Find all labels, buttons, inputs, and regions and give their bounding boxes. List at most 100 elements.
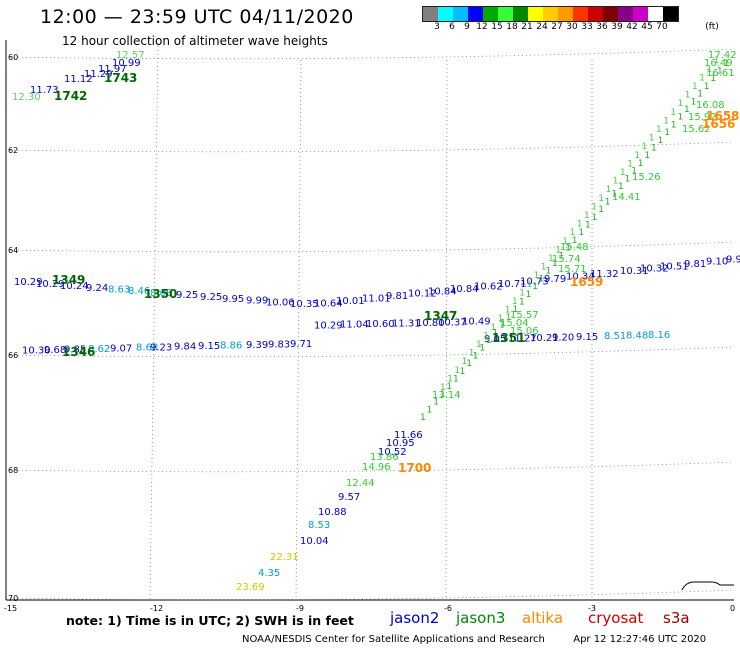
pass-time-label: 1743 bbox=[104, 71, 137, 85]
scale-label: 39 bbox=[611, 22, 623, 32]
diagonal-track-mark: 1 bbox=[479, 344, 485, 354]
diagonal-track-mark: 1 bbox=[613, 177, 619, 187]
wave-height-value: 8.86 bbox=[220, 341, 242, 352]
diagonal-track-mark: 1 bbox=[649, 134, 655, 144]
scale-swatch bbox=[588, 7, 603, 21]
latitude-line bbox=[5, 589, 735, 601]
wave-height-value: 10.34 bbox=[566, 272, 595, 283]
scale-swatch bbox=[543, 7, 558, 21]
scale-swatch bbox=[453, 7, 468, 21]
wave-height-value: 10.95 bbox=[386, 438, 415, 449]
longitude-line bbox=[445, 59, 448, 601]
diagonal-track-mark: 1 bbox=[532, 282, 538, 292]
wave-height-value: 9.81 bbox=[386, 291, 408, 302]
wave-height-value: 9.57 bbox=[338, 492, 360, 503]
diagonal-track-mark: 1 bbox=[519, 298, 525, 308]
wave-height-value: 11.66 bbox=[394, 430, 423, 441]
coastline bbox=[681, 581, 734, 591]
scale-unit: (ft) bbox=[705, 22, 719, 32]
scale-label: 12 bbox=[476, 22, 488, 32]
wave-height-value: 9.10 bbox=[706, 257, 728, 268]
diagonal-track-mark: 1 bbox=[490, 323, 496, 333]
units-note: note: 1) Time is in UTC; 2) SWH is in fe… bbox=[66, 613, 354, 628]
lat-tick-label: 68 bbox=[8, 466, 18, 475]
wave-height-value: 9.20 bbox=[552, 332, 574, 343]
latitude-line bbox=[5, 241, 735, 253]
wave-height-value: 9.9 bbox=[726, 254, 740, 265]
diagonal-track-mark: 1 bbox=[506, 313, 512, 323]
diagonal-track-mark: 1 bbox=[684, 105, 690, 115]
wave-height-value: 9.68 bbox=[44, 345, 66, 356]
lon-tick-label: -12 bbox=[150, 604, 163, 613]
diagonal-track-mark: 1 bbox=[724, 59, 730, 69]
diagonal-track-mark: 1 bbox=[512, 297, 518, 307]
wave-height-value: 9.07 bbox=[110, 343, 132, 354]
diagonal-track-mark: 1 bbox=[699, 73, 705, 83]
diagonal-track-mark: 1 bbox=[572, 236, 578, 246]
diagonal-track-mark: 1 bbox=[440, 390, 446, 400]
diagonal-track-mark: 1 bbox=[706, 65, 712, 75]
wave-height-value: 10.29 bbox=[14, 277, 43, 288]
wave-height-value: 15.92 bbox=[688, 112, 717, 123]
diagonal-track-mark: 1 bbox=[493, 328, 499, 338]
diagonal-track-mark: 1 bbox=[627, 159, 633, 169]
map-title: 12:00 — 23:59 UTC 04/11/2020 bbox=[40, 6, 354, 28]
wave-height-value: 10.73 bbox=[520, 276, 549, 287]
diagonal-track-mark: 1 bbox=[534, 271, 540, 281]
wave-height-value: 8.68 bbox=[150, 288, 172, 299]
lon-tick-label: -9 bbox=[296, 604, 304, 613]
diagonal-track-mark: 1 bbox=[460, 367, 466, 377]
wave-height-value: 11.01 bbox=[362, 293, 391, 304]
wave-height-value: 9.25 bbox=[200, 292, 222, 303]
lon-tick-label: -6 bbox=[444, 604, 452, 613]
scale-swatch bbox=[618, 7, 633, 21]
wave-height-value: 10.21 bbox=[530, 333, 559, 344]
diagonal-track-mark: 1 bbox=[671, 120, 677, 130]
diagonal-track-mark: 1 bbox=[625, 174, 631, 184]
wave-height-value: 10.51 bbox=[660, 261, 689, 272]
wave-height-value: 12.44 bbox=[346, 478, 375, 489]
diagonal-track-mark: 1 bbox=[697, 90, 703, 100]
wave-height-value: 10.52 bbox=[378, 447, 407, 458]
wave-height-value: 15.62 bbox=[682, 124, 711, 135]
satellite-legend-item: jason2 bbox=[390, 609, 440, 627]
wave-height-value: 10.88 bbox=[318, 507, 347, 518]
wave-height-value: 10.29 bbox=[314, 320, 343, 331]
diagonal-track-mark: 1 bbox=[611, 190, 617, 200]
scale-label: 36 bbox=[596, 22, 608, 32]
wave-height-value: 15.48 bbox=[560, 242, 589, 253]
diagonal-track-mark: 1 bbox=[577, 220, 583, 230]
diagonal-track-mark: 1 bbox=[642, 142, 648, 152]
diagonal-track-mark: 1 bbox=[578, 228, 584, 238]
diagonal-track-mark: 1 bbox=[548, 254, 554, 264]
lon-tick-label: -15 bbox=[4, 604, 17, 613]
diagonal-track-mark: 1 bbox=[570, 228, 576, 238]
wave-height-value: 12.57 bbox=[116, 50, 145, 61]
scale-label: 70 bbox=[656, 22, 668, 32]
wave-height-value: 15.71 bbox=[558, 264, 587, 275]
wave-height-value: 10.37 bbox=[438, 317, 467, 328]
wave-height-value: 10.29 bbox=[36, 279, 65, 290]
longitude-line bbox=[149, 45, 159, 601]
scale-label: 21 bbox=[521, 22, 533, 32]
wave-height-value: 11.31 bbox=[392, 318, 421, 329]
wave-height-value: 14.41 bbox=[612, 192, 641, 203]
wave-height-value: 11.73 bbox=[30, 85, 59, 96]
scale-swatch bbox=[483, 7, 498, 21]
wave-height-value: 10.32 bbox=[640, 264, 669, 275]
lat-tick-label: 62 bbox=[8, 146, 18, 155]
diagonal-track-mark: 1 bbox=[453, 375, 459, 385]
diagonal-track-mark: 1 bbox=[433, 398, 439, 408]
satellite-legend-item: jason3 bbox=[456, 609, 506, 627]
scale-label: 3 bbox=[434, 22, 440, 32]
scale-swatch bbox=[648, 7, 663, 21]
diagonal-track-mark: 1 bbox=[691, 97, 697, 107]
wave-height-value: 9.84 bbox=[174, 342, 196, 353]
wave-height-value: 10.64 bbox=[314, 299, 343, 310]
satellite-legend-item: cryosat bbox=[588, 609, 644, 627]
wave-height-value: 15.74 bbox=[552, 254, 581, 265]
diagonal-track-mark: 1 bbox=[512, 305, 518, 315]
diagonal-track-mark: 1 bbox=[670, 108, 676, 118]
diagonal-track-mark: 1 bbox=[664, 128, 670, 138]
